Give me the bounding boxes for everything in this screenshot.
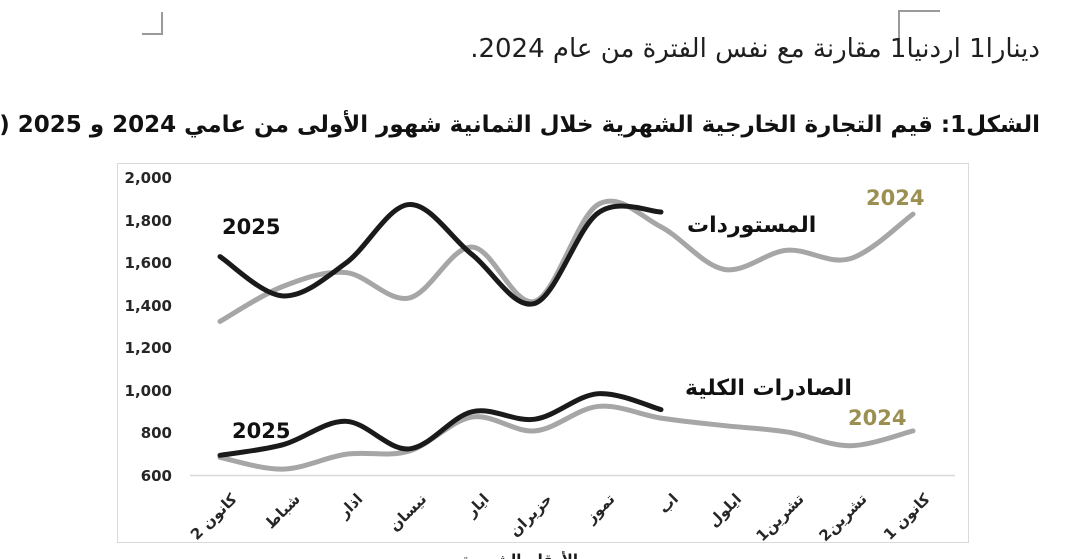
series-path-exports-2024 [217,403,916,472]
y-tick-label: 1,600 [124,254,172,272]
imports-series-label: المستوردات [687,213,817,238]
crop-mark-right [898,10,940,38]
y-tick-label: 1,400 [124,296,172,315]
chart-plot [190,198,955,477]
figure-caption: الشكل1: قيم التجارة الخارجية الشهرية خلا… [0,112,1040,138]
y-tick-label: 1,800 [124,211,172,230]
exports-2024-year-label: 2024 [848,406,907,430]
crop-mark-left [142,12,163,35]
chart-frame[interactable] [117,163,969,543]
intro-text: دينارا1 اردنيا1 مقارنة مع نفس الفترة من … [470,34,1040,64]
bottom-cutoff-text: الأرقام الشهرية [438,551,578,559]
series-path-imports-2025 [217,202,664,307]
exports-2025-year-label: 2025 [232,419,291,443]
y-tick-label: 1,200 [124,339,172,357]
y-tick-label: 2,000 [124,169,172,187]
imports-2024-year-label: 2024 [866,186,925,210]
y-tick-label: 600 [140,466,172,485]
imports-2025-year-label: 2025 [222,215,281,239]
series-path-exports-2025 [217,391,664,458]
y-tick-label: 1,000 [124,381,172,400]
exports-series-label: الصادرات الكلية [685,376,852,401]
y-tick-label: 800 [140,424,172,442]
